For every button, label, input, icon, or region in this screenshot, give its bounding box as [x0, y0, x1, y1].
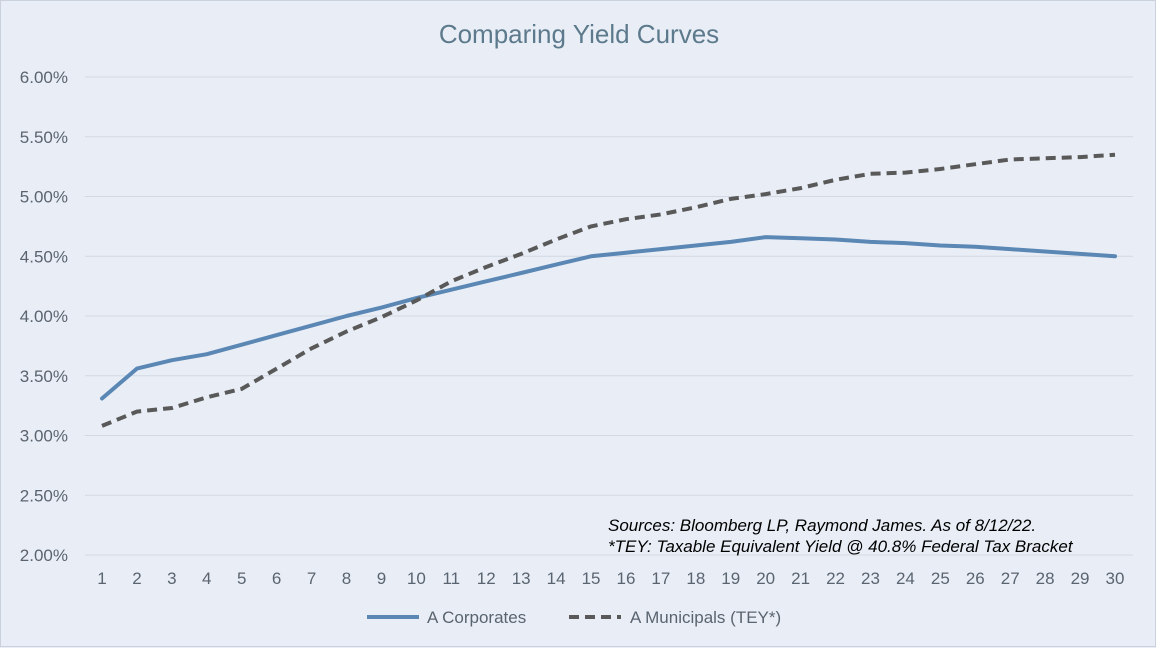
x-tick-label: 17 [651, 569, 670, 588]
x-tick-label: 15 [582, 569, 601, 588]
x-tick-label: 26 [966, 569, 985, 588]
sources-annotation: Sources: Bloomberg LP, Raymond James. As… [608, 516, 1036, 535]
x-tick-label: 7 [307, 569, 316, 588]
tey-annotation: *TEY: Taxable Equivalent Yield @ 40.8% F… [608, 537, 1074, 556]
x-tick-label: 2 [132, 569, 141, 588]
x-tick-label: 27 [1001, 569, 1020, 588]
y-tick-label: 6.00% [20, 68, 68, 87]
x-tick-label: 24 [896, 569, 915, 588]
y-tick-label: 3.50% [20, 367, 68, 386]
x-tick-label: 3 [167, 569, 176, 588]
series-lines [100, 152, 1117, 428]
x-tick-label: 10 [407, 569, 426, 588]
x-tick-label: 9 [377, 569, 386, 588]
x-tick-label: 14 [547, 569, 566, 588]
y-tick-label: 4.00% [20, 307, 68, 326]
y-tick-label: 2.50% [20, 486, 68, 505]
series-line-a-corporates [100, 235, 1117, 401]
x-tick-label: 18 [686, 569, 705, 588]
y-tick-label: 3.00% [20, 427, 68, 446]
x-axis-tick-labels: 1 2 3 4 5 6 7 8 9 10 11 12 13 14 15 16 17 18 19 20 21 22 23 24 2… [97, 569, 1124, 588]
x-tick-label: 12 [477, 569, 496, 588]
x-tick-label: 22 [826, 569, 845, 588]
x-tick-label: 28 [1036, 569, 1055, 588]
y-tick-label: 5.50% [20, 128, 68, 147]
x-tick-label: 25 [931, 569, 950, 588]
legend: A Corporates A Municipals (TEY*) [367, 608, 781, 627]
series-line-a-municipals [101, 152, 1116, 428]
x-tick-label: 11 [442, 569, 460, 588]
chart-title: Comparing Yield Curves [439, 19, 719, 49]
y-tick-label: 2.00% [20, 546, 68, 565]
y-tick-label: 4.50% [20, 247, 68, 266]
x-tick-label: 23 [861, 569, 880, 588]
x-tick-label: 20 [756, 569, 775, 588]
x-tick-label: 30 [1106, 569, 1125, 588]
x-tick-label: 16 [617, 569, 636, 588]
y-tick-label: 5.00% [20, 188, 68, 207]
x-tick-label: 5 [237, 569, 246, 588]
x-tick-label: 8 [342, 569, 351, 588]
y-axis-tick-labels: 2.00% 2.50% 3.00% 3.50% 4.00% 4.50% 5.00% 5.50%… [20, 68, 68, 565]
legend-label: A Corporates [427, 608, 526, 627]
x-tick-label: 4 [202, 569, 211, 588]
x-tick-label: 29 [1071, 569, 1090, 588]
x-tick-label: 1 [97, 569, 106, 588]
x-tick-label: 19 [721, 569, 740, 588]
x-tick-label: 6 [272, 569, 281, 588]
x-tick-label: 21 [791, 569, 810, 588]
gridlines [85, 76, 1133, 556]
x-tick-label: 13 [512, 569, 531, 588]
legend-label: A Municipals (TEY*) [630, 608, 781, 627]
